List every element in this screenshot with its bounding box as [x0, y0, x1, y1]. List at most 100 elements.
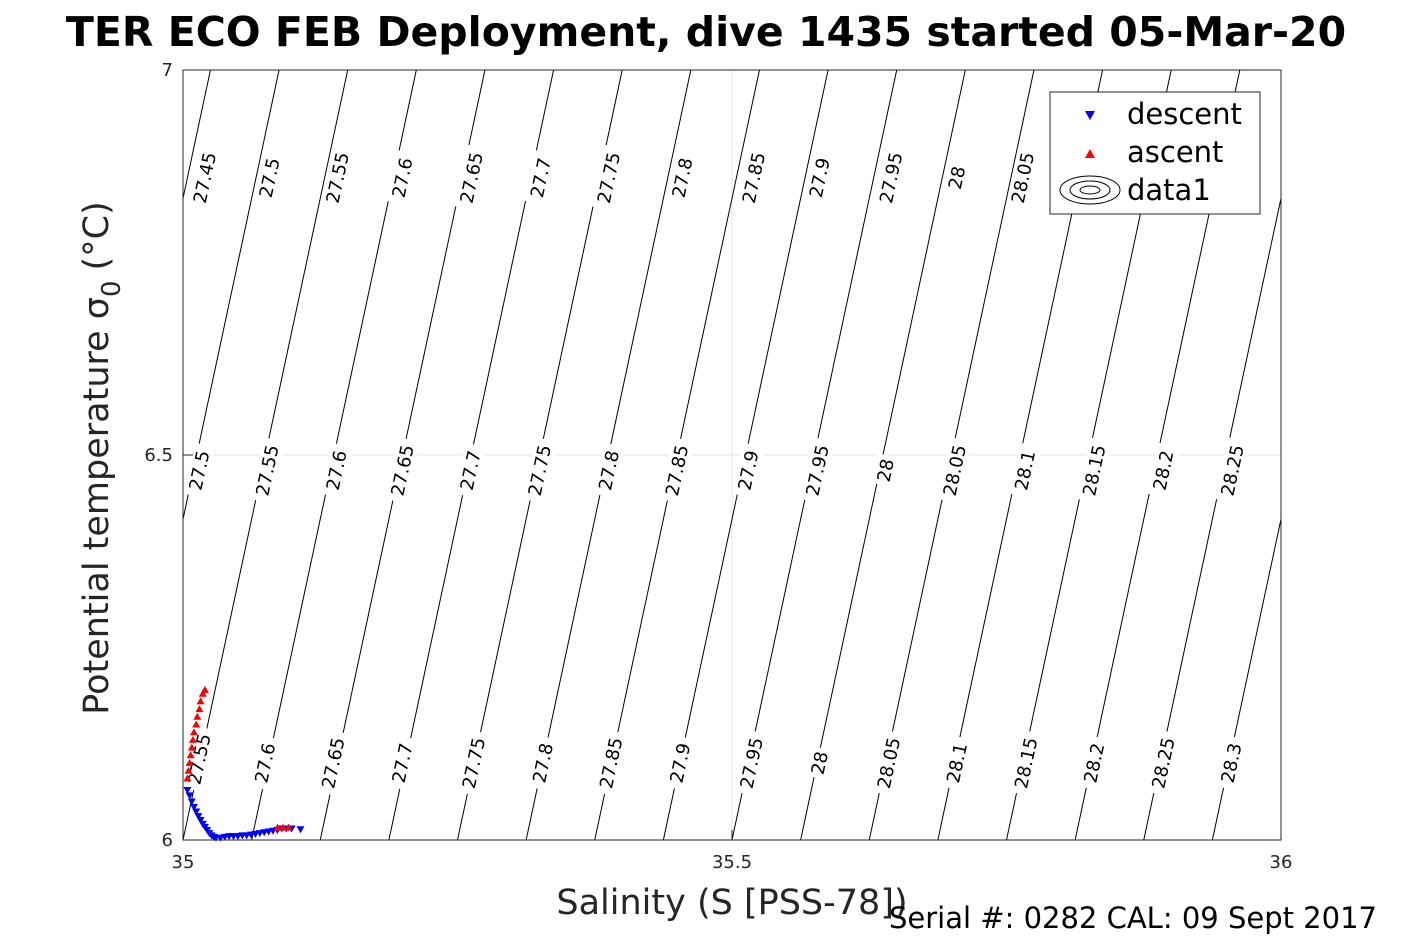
contour-label-bg [1215, 437, 1251, 504]
legend-ascent-label: ascent [1127, 135, 1223, 169]
legend-data1-label: data1 [1127, 173, 1211, 207]
isopycnal-line [0, 70, 73, 840]
contour-label-bg [386, 150, 419, 206]
y-tick-label: 7 [162, 60, 173, 81]
contour-label-bg [871, 729, 907, 797]
descent-point [196, 816, 205, 824]
contour-label-bg [320, 144, 356, 211]
y-axis-label-unit: (°C) [77, 201, 117, 270]
isopycnal-line [1350, 70, 1417, 840]
contour-label-bg [385, 437, 420, 504]
y-tick-label: 6 [162, 830, 173, 851]
ascent-point [186, 751, 195, 759]
descent-point [192, 808, 201, 816]
descent-point [296, 826, 305, 834]
contour-label-bg [454, 442, 487, 499]
contour-label-bg [1005, 144, 1041, 211]
ascent-point [187, 743, 196, 751]
ascent-point [196, 697, 205, 705]
descent-point [183, 786, 192, 794]
x-axis-label: Salinity (S [PSS-78]) [556, 883, 907, 923]
contour-label-bg [1076, 437, 1112, 504]
contour-label-bg [187, 144, 223, 211]
isopycnal-line [0, 70, 5, 840]
ascent-point [183, 774, 192, 782]
contour-label: 28 [874, 457, 899, 484]
contour-label-bg [940, 735, 974, 791]
contour-label-bg [666, 150, 699, 206]
ascent-point [192, 720, 201, 728]
ascent-point [185, 759, 194, 766]
y-axis-label: Potential temperature σ0 (°C) [77, 201, 127, 715]
chart-title: TER ECO FEB Deployment, dive 1435 starte… [66, 8, 1346, 56]
contour-label-bg [1078, 735, 1111, 791]
contour-label-bg [1147, 442, 1180, 499]
legend-contour-icon [1059, 175, 1121, 205]
contour-label-bg [873, 144, 909, 211]
isopycnal-line [1211, 516, 1281, 840]
ascent-point [184, 766, 193, 774]
x-axis-ticks: 35 35.5 36 [172, 830, 1293, 873]
contour-label-bg [732, 442, 765, 499]
contour-label-bg [1008, 442, 1042, 499]
x-tick-label: 35.5 [712, 852, 752, 873]
isopycnal-line [0, 70, 142, 840]
legend: descent ascent data1 [1049, 91, 1261, 215]
contour-label-bg [454, 144, 490, 211]
contour-label-bg [736, 144, 772, 211]
contour-label-bg [593, 729, 629, 797]
ascent-point [198, 689, 207, 697]
contour-label-bg [800, 437, 835, 504]
contour-label-bg [386, 735, 419, 791]
ascent-point [200, 685, 209, 693]
y-axis-label-subscript: 0 [97, 280, 127, 297]
series-ascent [183, 685, 293, 831]
ascent-point [273, 823, 282, 831]
legend-descent-label: descent [1127, 97, 1242, 131]
contour-label-bg [592, 442, 626, 499]
descent-point [187, 798, 196, 806]
ascent-point [195, 705, 204, 713]
ascent-point [284, 823, 293, 831]
contour-label-bg [250, 437, 285, 504]
contour-label-bg [526, 735, 560, 791]
contour-label-bg [871, 453, 900, 488]
contour-label-bg [320, 442, 353, 499]
isopycnal-line [1280, 837, 1281, 840]
contour-label-bg [659, 437, 695, 504]
contour-label-bg [249, 735, 282, 791]
contour-label-bg [664, 735, 697, 791]
y-tick-label: 6.5 [144, 445, 173, 466]
legend-ascent-marker [1085, 149, 1095, 158]
contour-label-bg [522, 437, 558, 504]
contour-label-bg [803, 150, 837, 206]
ascent-point [193, 712, 202, 720]
ascent-point [278, 823, 287, 831]
contour-label: 28 [945, 165, 970, 192]
contour-label-bg [1215, 735, 1248, 791]
y-axis-label-text: Potential temperature σ [77, 297, 117, 715]
contour-label-bg [253, 150, 286, 206]
contour-label-bg [182, 726, 217, 793]
contour-label: 28 [808, 750, 833, 777]
ascent-point [189, 728, 198, 736]
contour-label-bg [183, 442, 216, 499]
descent-point [189, 803, 198, 811]
contour-label-bg [734, 729, 770, 797]
contour-label-bg [316, 729, 351, 797]
contour-label-bg [937, 437, 973, 504]
contour-label-bg [1008, 729, 1044, 797]
contour-label-bg [456, 729, 492, 797]
y-axis-ticks: 66.57 [144, 60, 193, 851]
contour-label-bg [524, 150, 558, 206]
contour-label-bg [591, 144, 627, 211]
ascent-point [188, 735, 197, 743]
legend-descent-marker [1085, 111, 1095, 120]
x-tick-label: 36 [1270, 852, 1293, 873]
contour-label-bg [943, 160, 971, 195]
serial-cal-footer: Serial #: 0282 CAL: 09 Sept 2017 [889, 901, 1377, 935]
descent-point [194, 813, 203, 821]
descent-point [185, 792, 194, 800]
x-tick-label: 35 [172, 852, 195, 873]
